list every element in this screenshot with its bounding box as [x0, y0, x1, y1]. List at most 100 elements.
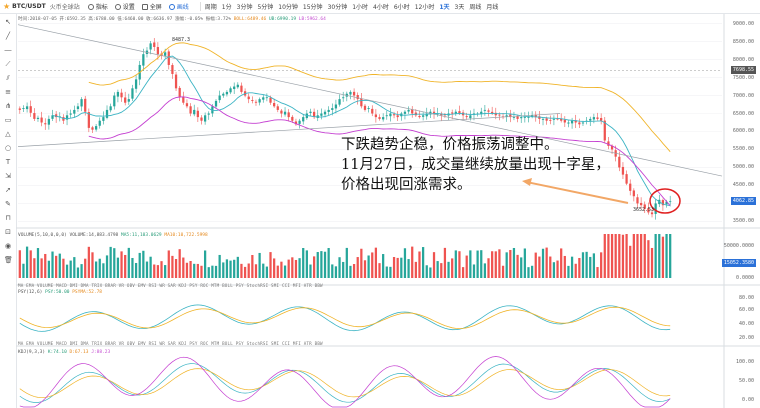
period-14[interactable]: 月线: [486, 4, 499, 11]
volume-bar: [469, 250, 472, 278]
candle: [240, 85, 243, 92]
period-3[interactable]: 5分钟: [257, 4, 274, 11]
candle: [291, 116, 294, 121]
psyma-line: [19, 306, 671, 330]
volume-bar: [84, 258, 87, 278]
circle-tool-icon[interactable]: ○: [4, 144, 12, 152]
volume-bar: [276, 265, 279, 278]
star-icon[interactable]: ★: [3, 2, 11, 11]
volume-bar: [327, 248, 330, 278]
ray-icon[interactable]: ⟋: [5, 60, 11, 68]
volume-bar: [574, 263, 577, 278]
cursor-icon[interactable]: ↖: [5, 18, 11, 26]
volume-bar: [214, 265, 218, 278]
period-0[interactable]: 周期: [204, 4, 217, 11]
parallel-channel-icon[interactable]: ⫽: [6, 74, 10, 82]
candle: [342, 97, 345, 99]
fullscreen-button[interactable]: 全屏: [141, 2, 162, 11]
candle: [203, 115, 207, 122]
candle: [80, 99, 83, 107]
draw-button[interactable]: 画线: [168, 2, 189, 11]
candle: [371, 108, 374, 114]
horizontal-line-icon[interactable]: ―: [4, 46, 12, 54]
period-6[interactable]: 30分钟: [327, 4, 348, 11]
volume-bar: [178, 249, 181, 278]
volume-bar: [87, 246, 90, 278]
volume-ma10: MA10:10,722.5998: [164, 233, 208, 238]
candle: [309, 111, 312, 114]
volume-bar: [661, 236, 665, 278]
triangle-icon[interactable]: △: [5, 130, 11, 138]
volume-bar: [229, 260, 232, 278]
volume-bar: [665, 234, 668, 278]
period-7[interactable]: 1小时: [352, 4, 369, 11]
candle: [356, 95, 359, 100]
candle: [167, 51, 170, 65]
lock-icon[interactable]: ⊡: [5, 228, 11, 236]
price-tick: 4500.00: [732, 182, 754, 189]
volume-bar: [309, 264, 312, 278]
settings-button[interactable]: 设置: [114, 2, 135, 11]
arrow-tool-icon[interactable]: ➚: [5, 186, 11, 194]
candle: [196, 110, 199, 118]
period-2[interactable]: 3分钟: [236, 4, 253, 11]
magnet-icon[interactable]: ⊓: [5, 214, 11, 222]
volume-bar: [145, 261, 149, 278]
volume-bar: [545, 247, 548, 278]
period-8[interactable]: 4小时: [373, 4, 389, 11]
kdj-j-line: [19, 356, 671, 408]
period-9[interactable]: 6小时: [393, 4, 410, 11]
current-price-badge: 7698.55: [730, 66, 756, 75]
volume-bar: [222, 262, 225, 278]
price-tick: 5500.00: [732, 146, 754, 153]
candle: [258, 99, 261, 103]
period-11[interactable]: 1天: [439, 4, 450, 11]
indicator-tabs-2[interactable]: MA EMA VOLUME MACD DMI DMA TRIX BRAR VR …: [18, 341, 323, 346]
volume-bar: [312, 256, 316, 278]
text-tool-icon[interactable]: T: [5, 158, 11, 166]
volume-bar: [182, 257, 185, 278]
volume-title: VOLUME(5,10,0,0,0) VOLUME:14,883.4798 MA…: [18, 233, 208, 238]
candle: [407, 109, 410, 112]
candle: [273, 103, 276, 107]
volume-bar: [458, 251, 461, 278]
symbol-selector[interactable]: ★ BTC/USDT 火币全球站: [3, 2, 80, 11]
period-10[interactable]: 12小时: [414, 4, 435, 11]
period-13[interactable]: 周线: [469, 4, 482, 11]
indicator-tabs-1[interactable]: MA EMA VOLUME MACD DMI DMA TRIX BRAR VR …: [18, 283, 323, 288]
volume-bar: [320, 251, 323, 278]
candle: [236, 84, 239, 88]
candle: [193, 109, 196, 115]
indicators-button[interactable]: 指标: [87, 2, 108, 11]
fibonacci-icon[interactable]: ≡: [5, 88, 11, 96]
volume-bar: [418, 251, 421, 278]
trash-icon[interactable]: 🗑: [4, 256, 13, 264]
period-12[interactable]: 3天: [454, 4, 465, 11]
candle: [378, 117, 381, 119]
pitchfork-icon[interactable]: ⋔: [5, 102, 11, 110]
period-4[interactable]: 10分钟: [278, 4, 298, 11]
candle: [265, 97, 269, 99]
volume-bar: [138, 252, 141, 278]
rectangle-icon[interactable]: ▭: [4, 116, 12, 124]
volume-bar: [607, 234, 610, 278]
volume-bar: [243, 266, 247, 278]
measure-icon[interactable]: ⇲: [5, 172, 11, 180]
volume-bar: [69, 260, 72, 278]
volume-bar: [149, 256, 152, 278]
psyma-value: PSYMA:52.78: [72, 290, 103, 295]
volume-bar: [560, 248, 563, 278]
brush-icon[interactable]: ✎: [5, 200, 11, 208]
period-5[interactable]: 15分钟: [302, 4, 323, 11]
candle: [276, 106, 279, 110]
volume-bar: [360, 248, 363, 278]
indicators-label: 指标: [95, 4, 108, 11]
kdj-d-line: [19, 368, 671, 399]
eye-icon[interactable]: ◉: [4, 242, 12, 250]
candle: [294, 121, 298, 125]
trend-line-icon[interactable]: ╱: [5, 32, 11, 40]
candle: [647, 208, 650, 213]
period-1[interactable]: 1分: [221, 4, 232, 11]
candle: [171, 65, 174, 74]
